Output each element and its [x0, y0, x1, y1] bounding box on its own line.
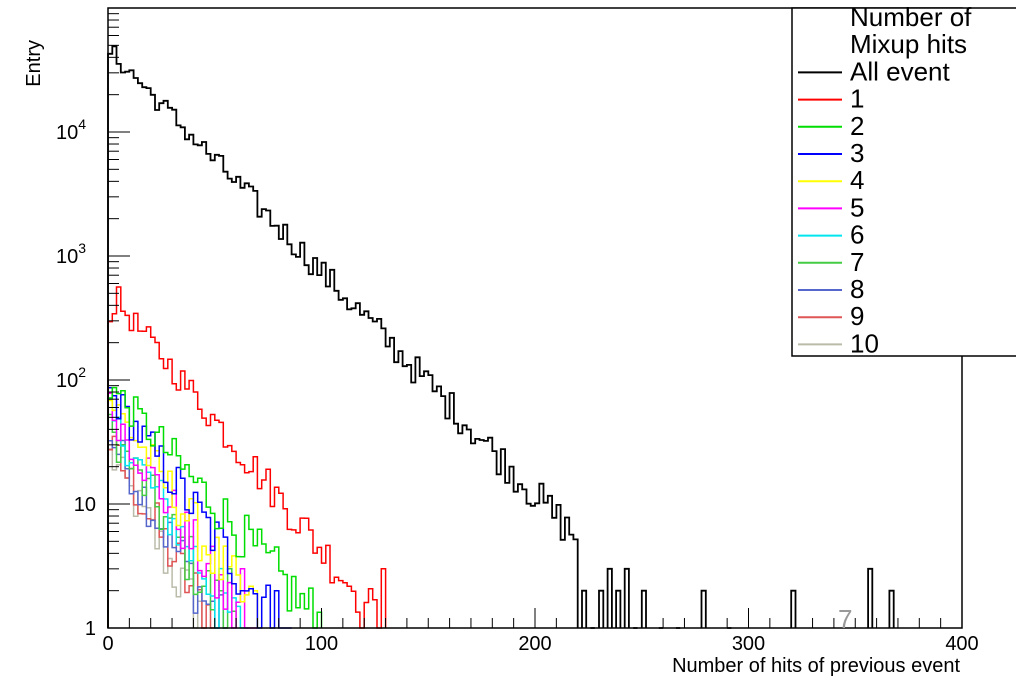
x-tick-label: 200: [518, 633, 551, 655]
y-tick-label: 103: [56, 240, 86, 268]
series-1-histogram: [107, 286, 387, 629]
series-2-histogram: [107, 386, 323, 629]
series-9-histogram: [107, 435, 215, 629]
legend-entry-label: 8: [850, 274, 864, 304]
x-tick-label: 100: [305, 633, 338, 655]
x-tick-label: 0: [102, 633, 113, 655]
legend-entry-label: 7: [850, 247, 864, 277]
legend-entry-label: 2: [850, 111, 864, 141]
series-layer: [107, 45, 895, 629]
x-axis-title: Number of hits of previous event: [672, 655, 960, 677]
y-tick-exponent: 3: [78, 240, 86, 256]
y-tick-label: 10: [74, 494, 96, 516]
stray-annotation: 7: [838, 604, 852, 634]
legend-entry-label: 5: [850, 192, 864, 222]
y-tick-label: 102: [56, 364, 86, 392]
series-4-histogram: [107, 399, 259, 628]
legend-entry-label: 6: [850, 220, 864, 250]
legend-title-line: Mixup hits: [850, 29, 967, 59]
y-tick-label: 1: [85, 618, 96, 640]
legend-entry-label: 9: [850, 301, 864, 331]
series-8-histogram: [107, 439, 228, 629]
legend-title-line: Number of: [850, 2, 972, 32]
series-3-histogram: [107, 386, 292, 629]
x-tick-label: 400: [945, 633, 978, 655]
series-5-histogram: [107, 392, 258, 629]
y-axis-title: Entry: [23, 40, 45, 87]
legend-entry-label: 10: [850, 328, 879, 358]
y-tick-exponent: 2: [78, 364, 86, 380]
x-tick-label: 300: [732, 633, 765, 655]
y-tick-label: 104: [56, 116, 86, 144]
legend-entry-label: 4: [850, 165, 864, 195]
legend-entry-label: 1: [850, 84, 864, 114]
series-all-event-histogram: [107, 45, 895, 629]
y-tick-exponent: 4: [78, 116, 86, 132]
legend-entry-label: 3: [850, 138, 864, 168]
legend-entry-label: All event: [850, 56, 950, 86]
